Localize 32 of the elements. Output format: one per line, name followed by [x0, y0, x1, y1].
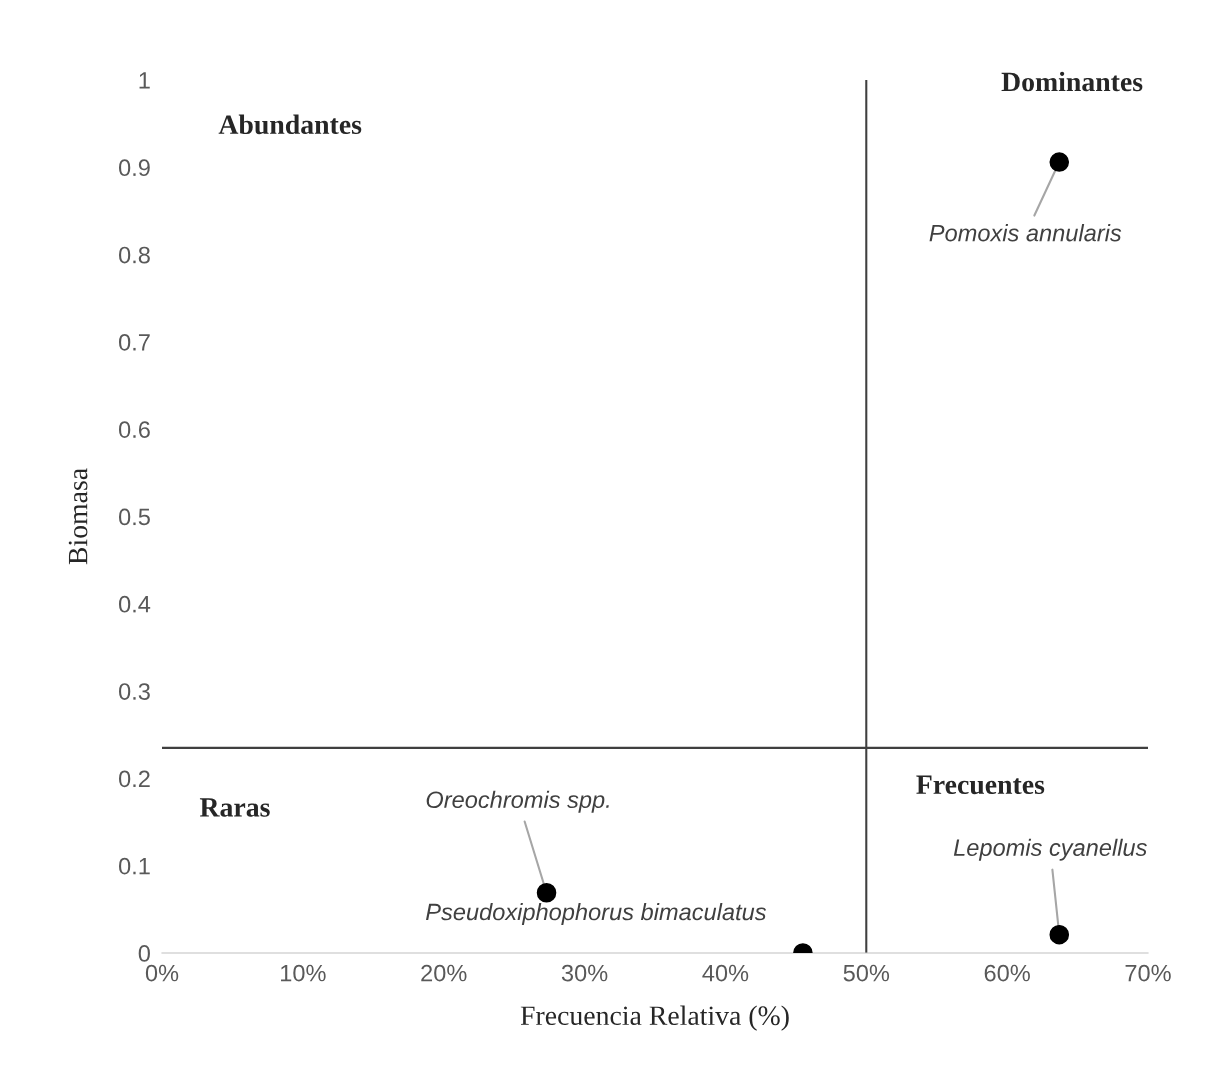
- y-tick-label: 1: [139, 72, 150, 89]
- x-tick-label: 10%: [281, 964, 326, 982]
- y-tick-label: 0.3: [118, 683, 150, 700]
- x-axis-title: Frecuencia Relativa (%): [520, 1005, 789, 1031]
- point: [536, 882, 557, 903]
- point: [1049, 152, 1070, 172]
- x-tick-label: 0%: [145, 964, 179, 982]
- annotation: Dominantes: [1001, 71, 1143, 92]
- y-tick-label: 0.8: [118, 246, 150, 264]
- y-tick-label: 0.4: [118, 595, 151, 613]
- x-tick-label: 50%: [843, 964, 890, 982]
- x-tick-label: 40%: [702, 964, 749, 982]
- y-axis-title: Biomasa: [68, 468, 88, 565]
- y-tick-label: 0.5: [118, 508, 150, 526]
- y-tick-label: 0: [138, 945, 150, 962]
- annotation: Abundantes: [218, 114, 362, 135]
- annotation: Raras: [199, 798, 270, 817]
- y-tick-label: 0.6: [118, 421, 150, 438]
- point: [1049, 924, 1070, 945]
- y-tick-label: 0.9: [118, 159, 150, 177]
- x-tick-label: 30%: [561, 964, 608, 982]
- annotation: Frecuentes: [916, 775, 1045, 795]
- y-tick-label: 0.2: [118, 770, 150, 788]
- x-tick-label: 60%: [984, 964, 1030, 982]
- annotation: Pomoxis annularis: [929, 224, 1122, 242]
- annotation: Oreochromis spp.: [426, 790, 609, 813]
- y-tick-label: 0.7: [118, 333, 150, 351]
- x-tick-label: 70%: [1125, 964, 1171, 982]
- y-tick-label: 0.1: [118, 857, 150, 875]
- annotation: Pseudoxiphophorus bimaculatus: [426, 902, 767, 926]
- x-tick-label: 20%: [421, 964, 467, 982]
- annotation: Lepomis cyanellus: [953, 838, 1147, 861]
